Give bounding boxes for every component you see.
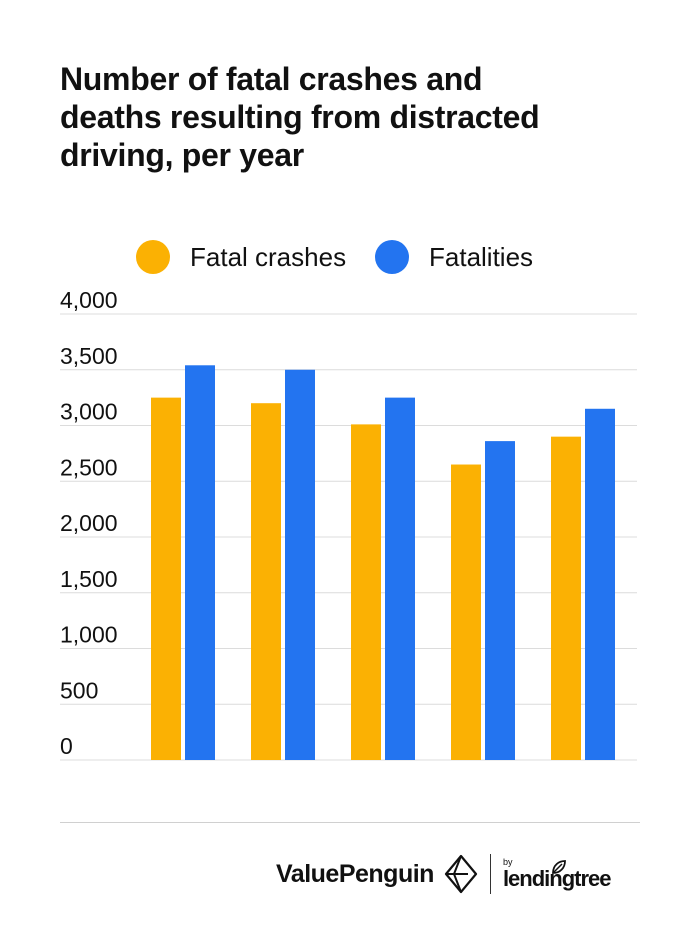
y-tick-label-1500: 1,500 [60, 566, 118, 592]
bar-fatal-crashes-3 [351, 424, 381, 760]
bar-fatal-crashes-1 [151, 397, 181, 760]
lendingtree-leaf-icon [551, 860, 566, 874]
bar-chart: 0 500 1,000 1,500 2,000 2,500 3,000 3,500 4,000 [60, 287, 637, 761]
bar-fatal-crashes-5 [551, 436, 581, 760]
bar-fatalities-4 [485, 441, 515, 760]
lendingtree-wordmark: lendingtree [502, 866, 612, 891]
legend-label-fatalities: Fatalities [429, 241, 534, 272]
valuepenguin-wordmark: ValuePenguin [276, 859, 434, 888]
y-tick-label-0: 0 [60, 733, 73, 759]
chart-legend: Fatal crashes Fatalities [0, 240, 700, 280]
brand-divider [489, 854, 491, 894]
lendingtree-by-label: by [502, 857, 513, 867]
bar-fatalities-1 [185, 365, 215, 760]
chart-title: Number of fatal crashes and deaths resul… [60, 60, 640, 174]
y-tick-label-2000: 2,000 [60, 510, 118, 536]
footer-divider [60, 822, 640, 823]
bar-fatal-crashes-4 [451, 464, 481, 760]
y-tick-label-1000: 1,000 [60, 622, 118, 648]
legend-swatch-fatalities [375, 240, 409, 274]
title-line-1: Number of fatal crashes and [60, 61, 483, 97]
legend-item-fatalities: Fatalities [375, 240, 533, 274]
y-tick-label-3000: 3,000 [60, 399, 118, 425]
legend-swatch-fatal-crashes [136, 240, 170, 274]
title-line-3: driving, per year [60, 137, 304, 173]
y-tick-label-3500: 3,500 [60, 343, 118, 369]
legend-item-fatal-crashes: Fatal crashes [136, 240, 346, 274]
brand-footer: ValuePenguin by lendingtree [276, 852, 612, 896]
y-tick-label-500: 500 [60, 677, 98, 703]
bar-fatalities-5 [585, 408, 615, 760]
y-tick-label-4000: 4,000 [60, 287, 118, 313]
bar-fatalities-3 [385, 397, 415, 760]
y-tick-label-2500: 2,500 [60, 454, 118, 480]
title-line-2: deaths resulting from distracted [60, 99, 540, 135]
bar-fatal-crashes-2 [251, 403, 281, 760]
legend-label-fatal-crashes: Fatal crashes [190, 241, 347, 272]
valuepenguin-diamond-icon [444, 854, 478, 894]
lendingtree-logo: by lendingtree [502, 857, 612, 891]
bar-fatalities-2 [285, 369, 315, 760]
